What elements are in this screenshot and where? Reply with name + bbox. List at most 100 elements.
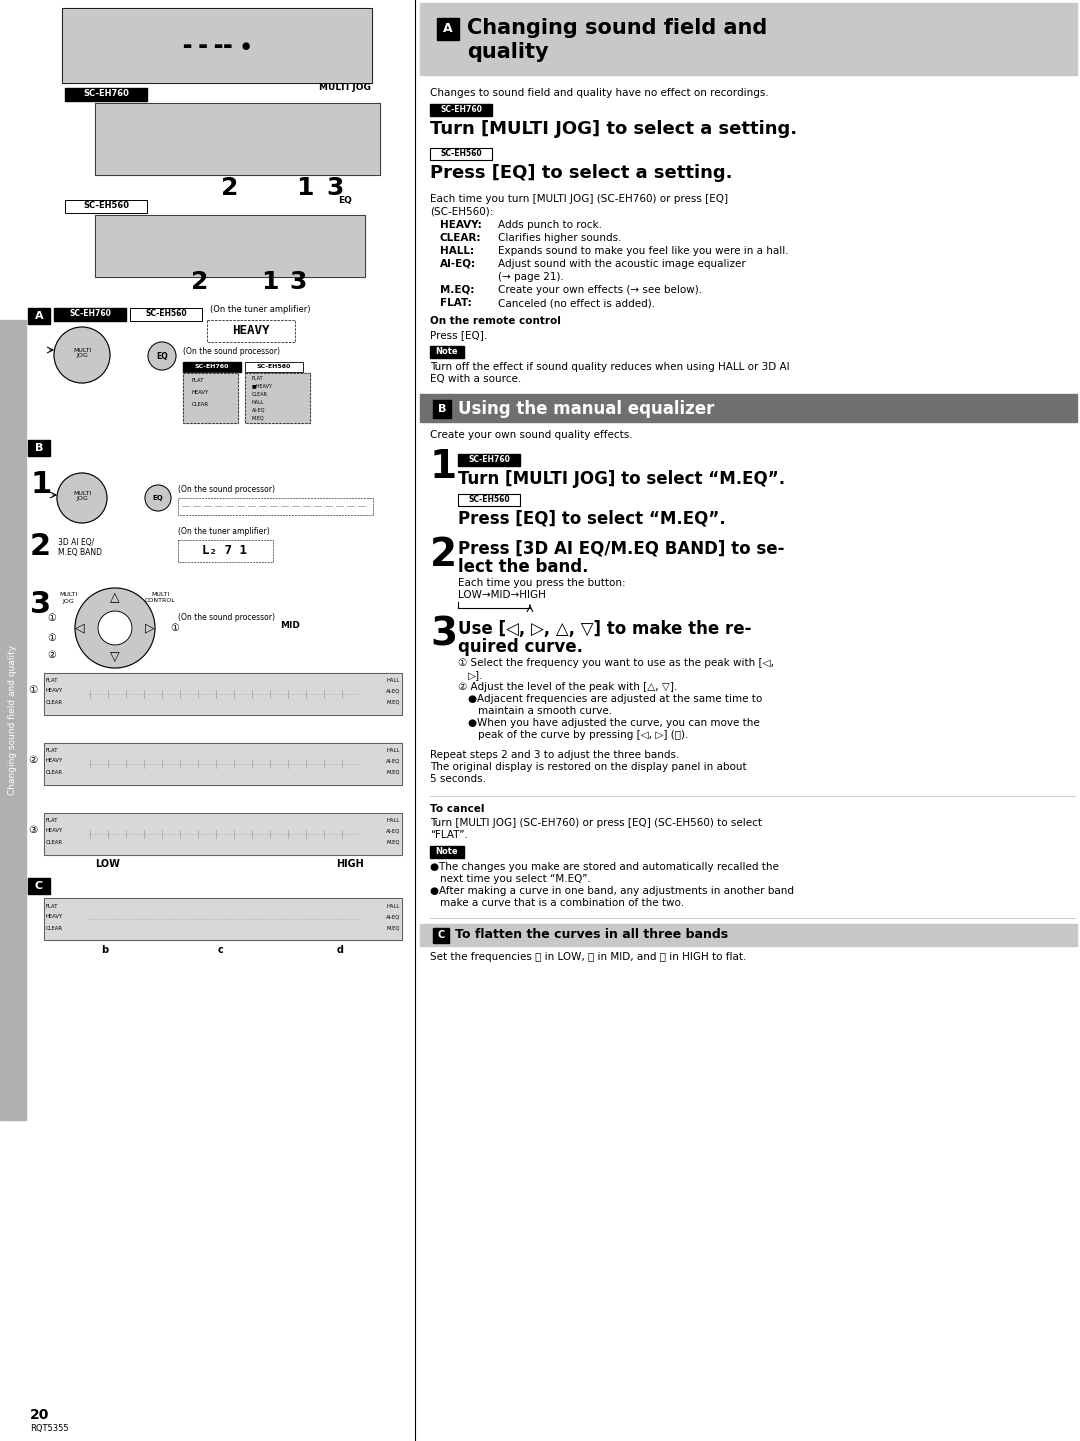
Text: LOW: LOW	[95, 859, 121, 869]
Text: HEAVY: HEAVY	[46, 915, 64, 919]
Text: M.EQ: M.EQ	[387, 925, 400, 931]
Text: JOG: JOG	[63, 598, 73, 604]
Text: ▷: ▷	[145, 621, 154, 634]
Text: LOW→MID→HIGH: LOW→MID→HIGH	[458, 589, 545, 599]
Bar	[95, 102, 380, 174]
Text: Clarifies higher sounds.: Clarifies higher sounds.	[498, 233, 621, 244]
Bar	[433, 401, 451, 418]
Text: MULTI: MULTI	[59, 592, 77, 598]
Text: CLEAR: CLEAR	[46, 925, 63, 931]
Text: SC-EH560: SC-EH560	[83, 202, 129, 210]
Circle shape	[75, 588, 156, 669]
Text: d: d	[337, 945, 343, 955]
Bar	[245, 373, 310, 424]
Text: M.EQ: M.EQ	[387, 840, 400, 844]
Text: Turn off the effect if sound quality reduces when using HALL or 3D AI: Turn off the effect if sound quality red…	[430, 362, 789, 372]
Text: Adjust sound with the acoustic image equalizer: Adjust sound with the acoustic image equ…	[498, 259, 746, 269]
Text: Note: Note	[435, 347, 458, 356]
Text: Press [EQ].: Press [EQ].	[430, 330, 487, 340]
Text: Each time you turn [MULTI JOG] (SC-EH760) or press [EQ]: Each time you turn [MULTI JOG] (SC-EH760…	[430, 195, 728, 205]
Text: ●When you have adjusted the curve, you can move the: ●When you have adjusted the curve, you c…	[468, 718, 759, 728]
Text: Turn [MULTI JOG] to select “M.EQ”.: Turn [MULTI JOG] to select “M.EQ”.	[458, 470, 785, 488]
Text: M.EQ:: M.EQ:	[440, 285, 474, 295]
Text: Using the manual equalizer: Using the manual equalizer	[458, 401, 714, 418]
Bar	[44, 673, 402, 715]
Text: ●The changes you make are stored and automatically recalled the: ●The changes you make are stored and aut…	[430, 862, 779, 872]
Text: A: A	[443, 23, 453, 36]
Text: HIGH: HIGH	[336, 859, 364, 869]
Text: AI-EQ: AI-EQ	[386, 915, 400, 919]
Text: ① Select the frequency you want to use as the peak with [◁,: ① Select the frequency you want to use a…	[458, 659, 774, 669]
Text: (On the tuner amplifier): (On the tuner amplifier)	[178, 527, 270, 536]
Text: 2: 2	[221, 176, 239, 200]
Text: HEAVY: HEAVY	[192, 389, 210, 395]
Text: ①: ①	[48, 633, 56, 643]
Text: A: A	[35, 311, 43, 321]
Text: CLEAR: CLEAR	[252, 392, 268, 396]
Text: MULTI JOG: MULTI JOG	[319, 84, 370, 92]
Text: CLEAR: CLEAR	[192, 402, 210, 406]
Text: Changing sound field and quality: Changing sound field and quality	[9, 646, 17, 795]
Bar	[0, 320, 26, 1120]
Bar	[62, 9, 372, 84]
Text: SC-EH560: SC-EH560	[257, 365, 292, 369]
Bar	[130, 308, 202, 321]
Text: The original display is restored on the display panel in about: The original display is restored on the …	[430, 762, 746, 772]
Text: AI-EQ: AI-EQ	[252, 408, 266, 412]
Text: 2: 2	[430, 536, 457, 574]
Text: CLEAR: CLEAR	[46, 840, 63, 844]
Text: 3: 3	[289, 269, 307, 294]
Text: Changes to sound field and quality have no effect on recordings.: Changes to sound field and quality have …	[430, 88, 769, 98]
Bar	[65, 200, 147, 213]
Bar	[458, 454, 519, 465]
Text: (On the tuner amplifier): (On the tuner amplifier)	[210, 305, 311, 314]
Bar	[28, 440, 50, 455]
Text: (On the sound processor): (On the sound processor)	[178, 486, 275, 494]
Text: ●After making a curve in one band, any adjustments in another band: ●After making a curve in one band, any a…	[430, 886, 794, 896]
Text: Each time you press the button:: Each time you press the button:	[458, 578, 625, 588]
Text: FLAT: FLAT	[46, 677, 58, 683]
Bar	[44, 898, 402, 940]
Text: ▷].: ▷].	[468, 670, 484, 680]
Text: FLAT: FLAT	[192, 378, 204, 382]
Text: 1: 1	[296, 176, 314, 200]
Text: EQ: EQ	[152, 496, 163, 501]
Text: make a curve that is a combination of the two.: make a curve that is a combination of th…	[440, 898, 684, 908]
Bar	[420, 393, 1077, 422]
Bar	[95, 102, 380, 174]
Text: Repeat steps 2 and 3 to adjust the three bands.: Repeat steps 2 and 3 to adjust the three…	[430, 749, 679, 759]
Bar	[44, 744, 402, 785]
Text: On the remote control: On the remote control	[430, 316, 561, 326]
Text: 3: 3	[430, 615, 457, 654]
Bar	[178, 499, 373, 514]
Text: maintain a smooth curve.: maintain a smooth curve.	[478, 706, 612, 716]
Bar	[245, 362, 303, 372]
Bar	[44, 813, 402, 855]
Bar	[130, 308, 202, 321]
Text: ② Adjust the level of the peak with [△, ▽].: ② Adjust the level of the peak with [△, …	[458, 682, 677, 692]
Text: MULTI: MULTI	[151, 592, 170, 598]
Text: HEAVY:: HEAVY:	[440, 220, 482, 231]
Text: Changing sound field and: Changing sound field and	[467, 17, 767, 37]
Text: EQ: EQ	[157, 352, 167, 360]
Text: Set the frequencies ⓥ in LOW, ⓢ in MID, and ⓣ in HIGH to flat.: Set the frequencies ⓥ in LOW, ⓢ in MID, …	[430, 953, 746, 963]
Text: AI-EQ:: AI-EQ:	[440, 259, 476, 269]
Bar	[437, 17, 459, 40]
Bar	[65, 88, 147, 101]
Text: quality: quality	[467, 42, 549, 62]
Text: quired curve.: quired curve.	[458, 638, 583, 656]
Text: HEAVY: HEAVY	[46, 829, 64, 833]
Bar	[458, 494, 519, 506]
Text: MULTI
JOG: MULTI JOG	[72, 347, 91, 359]
Text: M.EQ: M.EQ	[252, 415, 265, 421]
Text: To flatten the curves in all three bands: To flatten the curves in all three bands	[455, 928, 728, 941]
Text: HALL: HALL	[387, 817, 400, 823]
Circle shape	[54, 327, 110, 383]
Text: B: B	[437, 403, 446, 414]
Bar	[44, 673, 402, 715]
Text: SC-EH760: SC-EH760	[69, 310, 111, 318]
Text: 1: 1	[30, 470, 51, 499]
Bar	[183, 373, 238, 424]
Text: peak of the curve by pressing [◁, ▷] (⒦).: peak of the curve by pressing [◁, ▷] (⒦)…	[478, 731, 688, 741]
Text: AI-EQ: AI-EQ	[386, 689, 400, 693]
